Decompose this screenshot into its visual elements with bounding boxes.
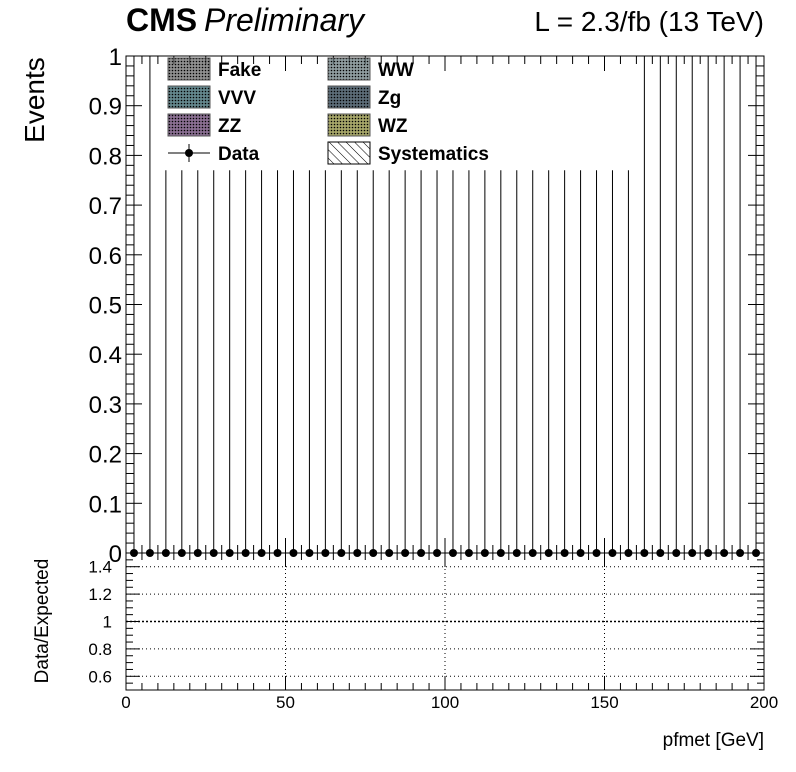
main-y-tick-label: 0.9 [89, 94, 122, 121]
legend-swatch-hatch [327, 141, 371, 165]
data-point [636, 56, 653, 557]
legend-label: Data [218, 144, 260, 165]
legend-entry-zg: Zg [327, 85, 401, 109]
status-label: Preliminary [204, 2, 366, 38]
legend-label: Fake [218, 60, 261, 81]
main-ylabel: Events [19, 57, 50, 143]
data-point [429, 170, 445, 557]
main-y-tick-label: 0 [109, 541, 122, 568]
main-y-ticks: 0 0.1 0.2 0.3 0.4 0.5 0.6 0.7 0.8 0.9 1 [89, 44, 764, 568]
data-point [126, 56, 142, 557]
legend-entry-zz: ZZ [167, 113, 242, 137]
legend: Fake WW VVV Zg ZZ WZ Data Systematics [167, 57, 489, 165]
data-point [141, 56, 158, 557]
data-point [365, 170, 382, 557]
data-point [253, 170, 270, 557]
main-y-tick-label: 0.4 [89, 342, 122, 369]
main-y-tick-label: 0.1 [89, 491, 122, 518]
ratio-xlabel: pfmet [GeV] [663, 730, 764, 751]
legend-label: WW [378, 60, 414, 81]
ratio-x-tick-label: 100 [431, 693, 459, 712]
ratio-y-tick-label: 0.8 [88, 640, 112, 659]
ratio-y-tick-label: 0.6 [88, 667, 112, 686]
data-point [604, 170, 621, 557]
data-point [556, 170, 573, 557]
legend-label: WZ [378, 116, 408, 137]
data-point [652, 56, 669, 557]
data-point [413, 170, 430, 557]
data-point [732, 56, 749, 557]
legend-label: VVV [218, 88, 256, 109]
data-point [189, 170, 206, 557]
data-point [349, 170, 366, 557]
ratio-ylabel: Data/Expected [32, 559, 53, 684]
legend-entry-data: Data [168, 144, 260, 165]
legend-label: Systematics [378, 144, 489, 165]
legend-label: ZZ [218, 116, 242, 137]
ratio-x-tick-label: 50 [276, 693, 295, 712]
legend-swatch-pattern [167, 85, 211, 109]
legend-entry-fake: Fake [167, 57, 261, 81]
data-point [524, 170, 541, 557]
data-point [716, 56, 733, 557]
experiment-label: CMS [126, 2, 197, 38]
data-point [588, 170, 605, 557]
ratio-x-ticks: 0 50 100 150 200 [121, 553, 778, 712]
data-point [269, 170, 286, 557]
data-point [381, 170, 398, 557]
ratio-y-tick-label: 1.2 [88, 585, 112, 604]
data-point [668, 56, 685, 557]
data-point [237, 170, 254, 557]
data-point [700, 56, 717, 557]
legend-entry-vvv: VVV [167, 85, 256, 109]
data-point [620, 170, 637, 557]
ratio-x-tick-label: 0 [121, 693, 130, 712]
main-y-tick-label: 0.7 [89, 193, 122, 220]
main-y-tick-label: 0.8 [89, 143, 122, 170]
data-point [285, 170, 302, 557]
legend-swatch-pattern [327, 57, 371, 81]
lumi-label: L = 2.3/fb (13 TeV) [534, 6, 764, 37]
data-point [540, 170, 557, 557]
main-y-tick-label: 1 [109, 44, 122, 71]
ratio-y-ticks: 0.6 0.8 1 1.2 1.4 [88, 558, 764, 686]
legend-marker-dot [185, 149, 193, 157]
data-point [397, 170, 414, 557]
data-point [333, 170, 350, 557]
legend-entry-ww: WW [327, 57, 414, 81]
ratio-grid [126, 553, 764, 690]
data-point [221, 170, 238, 557]
main-y-tick-label: 0.5 [89, 293, 122, 320]
data-point [460, 170, 477, 557]
data-point [684, 56, 701, 557]
main-y-tick-label: 0.6 [89, 243, 122, 270]
legend-entry-systematics: Systematics [327, 141, 489, 165]
data-point [445, 170, 461, 557]
legend-swatch-pattern [167, 57, 211, 81]
data-point [157, 170, 174, 557]
data-point [572, 170, 589, 557]
legend-entry-wz: WZ [327, 113, 408, 137]
legend-label: Zg [378, 88, 401, 109]
ratio-y-tick-label: 1.4 [88, 558, 112, 577]
data-point [492, 170, 509, 557]
data-point [205, 170, 222, 557]
legend-swatch-pattern [167, 113, 211, 137]
ratio-y-tick-label: 1 [103, 613, 112, 632]
data-point [317, 170, 334, 557]
main-y-tick-label: 0.2 [89, 442, 122, 469]
ratio-x-tick-label: 150 [590, 693, 618, 712]
legend-swatch-pattern [327, 113, 371, 137]
data-point [508, 170, 525, 557]
main-y-tick-label: 0.3 [89, 392, 122, 419]
ratio-panel: 0.6 0.8 1 1.2 1.4 0 50 100 150 200 [88, 552, 778, 712]
legend-swatch-pattern [327, 85, 371, 109]
data-point [476, 170, 493, 557]
ratio-x-tick-label: 200 [750, 693, 778, 712]
data-point [748, 56, 764, 557]
data-point [173, 170, 190, 557]
data-point [301, 170, 318, 557]
